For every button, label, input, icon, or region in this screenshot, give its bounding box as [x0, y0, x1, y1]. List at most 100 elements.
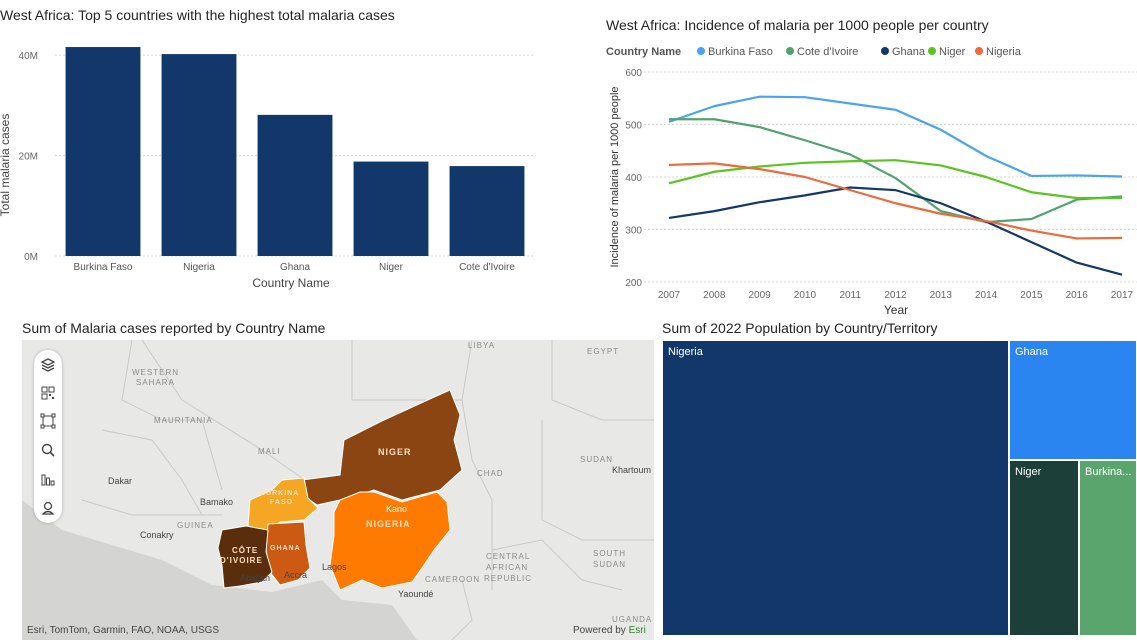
line-x-tick-label: 2008: [703, 290, 726, 301]
esri-link[interactable]: Esri: [628, 625, 646, 636]
bar-x-tick-label: Niger: [379, 262, 404, 273]
legend-marker: [697, 47, 705, 55]
series-line: [668, 95, 1123, 178]
treemap-label-burkina: Burkina...: [1085, 466, 1132, 478]
legend-marker: [975, 47, 983, 55]
line-x-tick-label: 2017: [1111, 290, 1134, 301]
powered-by-text: Powered by: [573, 625, 626, 636]
map-label-cote-divoire-2: D'IVOIRE: [220, 556, 263, 565]
map-label-accra: Accra: [284, 570, 307, 580]
legend-marker: [786, 47, 794, 55]
line-y-tick-label: 600: [625, 68, 642, 79]
map-label-south-sudan-1: SOUTH: [593, 549, 626, 558]
map[interactable]: WESTERN SAHARA MAURITANIA MALI LIBYA EGY…: [22, 340, 654, 640]
line-y-axis-label: Incidence of malaria per 1000 people: [609, 86, 621, 267]
map-label-burkina-1: BURKINA: [260, 490, 299, 497]
legend-label: Nigeria: [986, 46, 1022, 58]
map-powered-by[interactable]: Powered by Esri: [573, 625, 646, 636]
treemap-cell-ghana[interactable]: Ghana: [1009, 340, 1137, 460]
country-borders: [81, 340, 654, 640]
map-country-cote-divoire[interactable]: [217, 525, 273, 589]
map-label-dakar: Dakar: [108, 476, 132, 486]
map-attribution: Esri, TomTom, Garmin, FAO, NOAA, USGS: [27, 625, 220, 636]
qr-select-icon[interactable]: [38, 383, 58, 403]
bar: [449, 166, 525, 256]
map-label-ghana: GHANA: [270, 545, 301, 552]
filter-icon[interactable]: [38, 469, 58, 489]
bar-y-tick-label: 40M: [19, 51, 38, 62]
line-x-tick-label: 2011: [839, 290, 861, 301]
map-label-car-3: REPUBLIC: [484, 574, 532, 583]
treemap-cell-burkina[interactable]: Burkina...: [1079, 460, 1137, 636]
bar: [257, 114, 333, 257]
legend-marker: [881, 47, 889, 55]
bar-x-tick-label: Burkina Faso: [74, 262, 133, 273]
map-label-south-sudan-2: SUDAN: [593, 560, 626, 569]
map-label-niger: NIGER: [378, 447, 412, 457]
line-x-tick-label: 2010: [794, 290, 817, 301]
bar-x-axis-label: Country Name: [252, 276, 330, 290]
treemap-cell-niger[interactable]: Niger: [1009, 460, 1079, 636]
treemap-cell-nigeria[interactable]: Nigeria: [662, 340, 1009, 636]
map-label-bamako: Bamako: [200, 497, 233, 507]
line-x-tick-label: 2013: [930, 290, 953, 301]
bar: [65, 47, 141, 257]
rect-select-icon[interactable]: [38, 411, 58, 431]
pin-icon[interactable]: [38, 498, 58, 518]
map-canvas[interactable]: WESTERN SAHARA MAURITANIA MALI LIBYA EGY…: [22, 340, 654, 640]
map-label-chad: CHAD: [477, 469, 504, 478]
line-chart-title: West Africa: Incidence of malaria per 10…: [606, 17, 989, 33]
series-line: [668, 162, 1123, 240]
map-toolbar: [34, 350, 62, 523]
map-label-guinea: GUINEA: [177, 521, 214, 530]
map-label-libya: LIBYA: [468, 341, 495, 350]
map-region-labels: WESTERN SAHARA MAURITANIA MALI LIBYA EGY…: [132, 341, 651, 624]
search-icon[interactable]: [38, 440, 58, 460]
series-line: [669, 118, 1123, 224]
map-label-egypt: EGYPT: [587, 347, 619, 356]
map-label-burkina-2: FASO: [270, 499, 293, 506]
line-legend-title: Country Name: [606, 46, 681, 58]
line-x-tick-label: 2015: [1020, 290, 1043, 301]
bar-y-tick-label: 0M: [24, 252, 38, 263]
legend-label: Niger: [939, 46, 966, 58]
map-country-nigeria[interactable]: [329, 491, 451, 591]
map-label-western-sahara-1: WESTERN: [132, 368, 179, 377]
bar-x-tick-label: Ghana: [280, 262, 310, 273]
line-x-tick-label: 2014: [975, 290, 998, 301]
map-label-sudan: SUDAN: [580, 455, 613, 464]
treemap-title: Sum of 2022 Population by Country/Territ…: [662, 320, 938, 336]
line-x-tick-label: 2016: [1066, 290, 1089, 301]
map-label-cameroon: CAMEROON: [425, 575, 480, 584]
legend-label: Ghana: [892, 46, 926, 58]
treemap: Nigeria Ghana Niger Burkina...: [662, 340, 1137, 640]
legend-marker: [928, 47, 936, 55]
map-label-lagos: Lagos: [322, 562, 347, 572]
map-title: Sum of Malaria cases reported by Country…: [22, 320, 326, 336]
map-label-mauritania: MAURITANIA: [154, 416, 213, 425]
map-country-niger[interactable]: [301, 389, 463, 506]
map-label-kano: Kano: [386, 504, 407, 514]
treemap-label-ghana: Ghana: [1015, 346, 1049, 358]
treemap-label-niger: Niger: [1015, 466, 1042, 478]
series-line: [668, 186, 1123, 276]
line-y-tick-label: 300: [625, 226, 642, 237]
map-label-mali: MALI: [258, 447, 281, 456]
layers-icon[interactable]: [38, 355, 58, 375]
bar-chart-title: West Africa: Top 5 countries with the hi…: [0, 7, 395, 23]
ocean: [22, 500, 417, 640]
legend-label: Burkina Faso: [708, 46, 773, 58]
map-label-conakry: Conakry: [140, 530, 174, 540]
map-label-western-sahara-2: SAHARA: [136, 378, 175, 387]
line-y-tick-label: 400: [625, 173, 642, 184]
map-label-yaounde: Yaoundé: [398, 589, 433, 599]
map-label-nigeria: NIGERIA: [366, 519, 411, 529]
treemap-label-nigeria: Nigeria: [668, 346, 703, 358]
line-chart: Country Name Incidence of malaria per 10…: [606, 46, 1137, 317]
map-city-labels: Dakar Bamako Conakry Abidjan Accra Lagos…: [108, 465, 651, 599]
line-x-tick-label: 2012: [884, 290, 907, 301]
line-y-tick-label: 500: [625, 121, 642, 132]
bar-y-axis-label: Total malaria cases: [0, 114, 12, 217]
bar: [353, 161, 429, 256]
map-label-abidjan: Abidjan: [240, 573, 270, 583]
